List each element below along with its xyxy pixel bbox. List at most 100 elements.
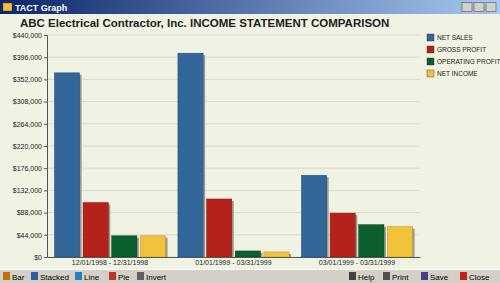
tick: $132,000 <box>13 187 47 194</box>
tick-mark <box>44 257 47 258</box>
toolbar-label[interactable]: Line <box>84 273 100 282</box>
tick-mark <box>44 190 47 191</box>
tick-label: $440,000 <box>13 32 42 39</box>
tick-label: $352,000 <box>13 76 42 83</box>
toolbar-label[interactable]: Pie <box>118 273 130 282</box>
tick: $176,000 <box>13 165 47 172</box>
tick-label: $220,000 <box>13 143 42 150</box>
tick-mark <box>44 35 47 36</box>
grid-line <box>47 168 420 169</box>
toolbar-icon <box>137 272 144 280</box>
axis-line <box>44 36 48 258</box>
toolbar-button[interactable]: Stacked <box>31 272 69 282</box>
tick: 03/01/1999 - 03/31/1999 <box>319 259 395 266</box>
tick-label: 01/01/1999 - 03/31/1999 <box>195 259 271 266</box>
axis-line <box>48 257 421 258</box>
tick: $0 <box>34 254 47 261</box>
legend-swatch <box>427 70 434 77</box>
tick-label: $264,000 <box>13 121 42 128</box>
toolbar-button[interactable]: Line <box>75 272 100 282</box>
series <box>54 53 328 257</box>
tick-mark <box>44 235 47 236</box>
title-bar <box>0 0 500 14</box>
tick-label: $308,000 <box>13 98 42 105</box>
grid-line <box>47 146 420 147</box>
toolbar-icon <box>460 272 467 280</box>
legend-label: NET SALES <box>437 34 473 41</box>
bar <box>301 175 326 257</box>
toolbar-button[interactable]: Help <box>349 272 375 282</box>
bar <box>178 53 203 257</box>
legend-label: OPERATING PROFIT <box>437 58 500 65</box>
grid-line <box>47 35 420 36</box>
toolbar-label[interactable]: Bar <box>12 273 25 282</box>
bar <box>83 203 108 257</box>
toolbar-icon <box>383 272 390 280</box>
bar <box>207 199 232 257</box>
toolbar <box>0 269 500 283</box>
toolbar-label[interactable]: Help <box>358 273 375 282</box>
tick: $44,000 <box>17 232 47 239</box>
legend: NET SALES GROSS PROFIT OPERATING PROFIT NET… <box>427 34 500 77</box>
toolbar-label[interactable]: Print <box>392 273 409 282</box>
toolbar-button[interactable]: Save <box>421 272 449 282</box>
window-button[interactable] <box>486 3 496 12</box>
bar <box>112 236 137 257</box>
window-title: TACT Graph <box>15 3 67 13</box>
toolbar-button[interactable]: Print <box>383 272 409 282</box>
toolbar-button[interactable]: Invert <box>137 272 167 282</box>
tick: $220,000 <box>13 143 47 150</box>
bar <box>264 252 289 257</box>
tick-label: 03/01/1999 - 03/31/1999 <box>319 259 395 266</box>
grid-line <box>47 79 420 80</box>
tick-mark <box>44 168 47 169</box>
tick: $88,000 <box>17 209 47 216</box>
tick: $440,000 <box>13 32 47 39</box>
x-axis: 12/01/1998 - 12/31/1998 01/01/1999 - 03/3… <box>48 258 421 266</box>
window-button[interactable] <box>462 3 472 12</box>
chart-background <box>0 0 500 283</box>
tick: $396,000 <box>13 54 47 61</box>
toolbar-label[interactable]: Stacked <box>40 273 69 282</box>
toolbar-label[interactable]: Close <box>469 273 490 282</box>
bar <box>54 73 79 257</box>
bars <box>54 53 414 257</box>
grid-line <box>47 101 420 102</box>
series <box>112 225 386 257</box>
tick-label: $88,000 <box>17 209 42 216</box>
legend-swatch <box>427 34 434 41</box>
grid-line <box>47 190 420 191</box>
tick: $264,000 <box>13 121 47 128</box>
toolbar-label[interactable]: Save <box>430 273 449 282</box>
toolbar-button[interactable]: Bar <box>3 272 25 282</box>
window-icon <box>3 3 12 11</box>
tick: $308,000 <box>13 98 47 105</box>
legend-label: NET INCOME <box>437 70 478 77</box>
window-button[interactable] <box>474 3 484 12</box>
tick-label: $0 <box>34 254 42 261</box>
toolbar-button[interactable]: Close <box>460 272 490 282</box>
legend-label: GROSS PROFIT <box>437 46 486 53</box>
bar <box>359 225 384 257</box>
toolbar-icon <box>109 272 116 280</box>
tick-label: $132,000 <box>13 187 42 194</box>
tick: 12/01/1998 - 12/31/1998 <box>72 259 148 266</box>
tick-label: $396,000 <box>13 54 42 61</box>
chart-title: ABC Electrical Contractor, Inc. INCOME S… <box>20 17 389 29</box>
bar <box>140 236 165 257</box>
screen: TACT Graph ABC Electrical Contractor, Inc… <box>0 0 500 283</box>
bar <box>387 227 412 257</box>
tick: 01/01/1999 - 03/31/1999 <box>195 259 271 266</box>
grid-line <box>47 57 420 58</box>
legend-swatch <box>427 58 434 65</box>
series <box>83 199 357 257</box>
toolbar-button[interactable]: Pie <box>109 272 130 282</box>
toolbar-icon <box>31 272 38 280</box>
tick-mark <box>44 146 47 147</box>
toolbar-icon <box>349 272 356 280</box>
y-axis: $0 $44,000 $88,000 $132,000 $176,000 $220,000… <box>13 32 48 261</box>
tick-label: $176,000 <box>13 165 42 172</box>
toolbar-label[interactable]: Invert <box>146 273 167 282</box>
tick-label: $44,000 <box>17 232 42 239</box>
toolbar-icon <box>75 272 82 280</box>
